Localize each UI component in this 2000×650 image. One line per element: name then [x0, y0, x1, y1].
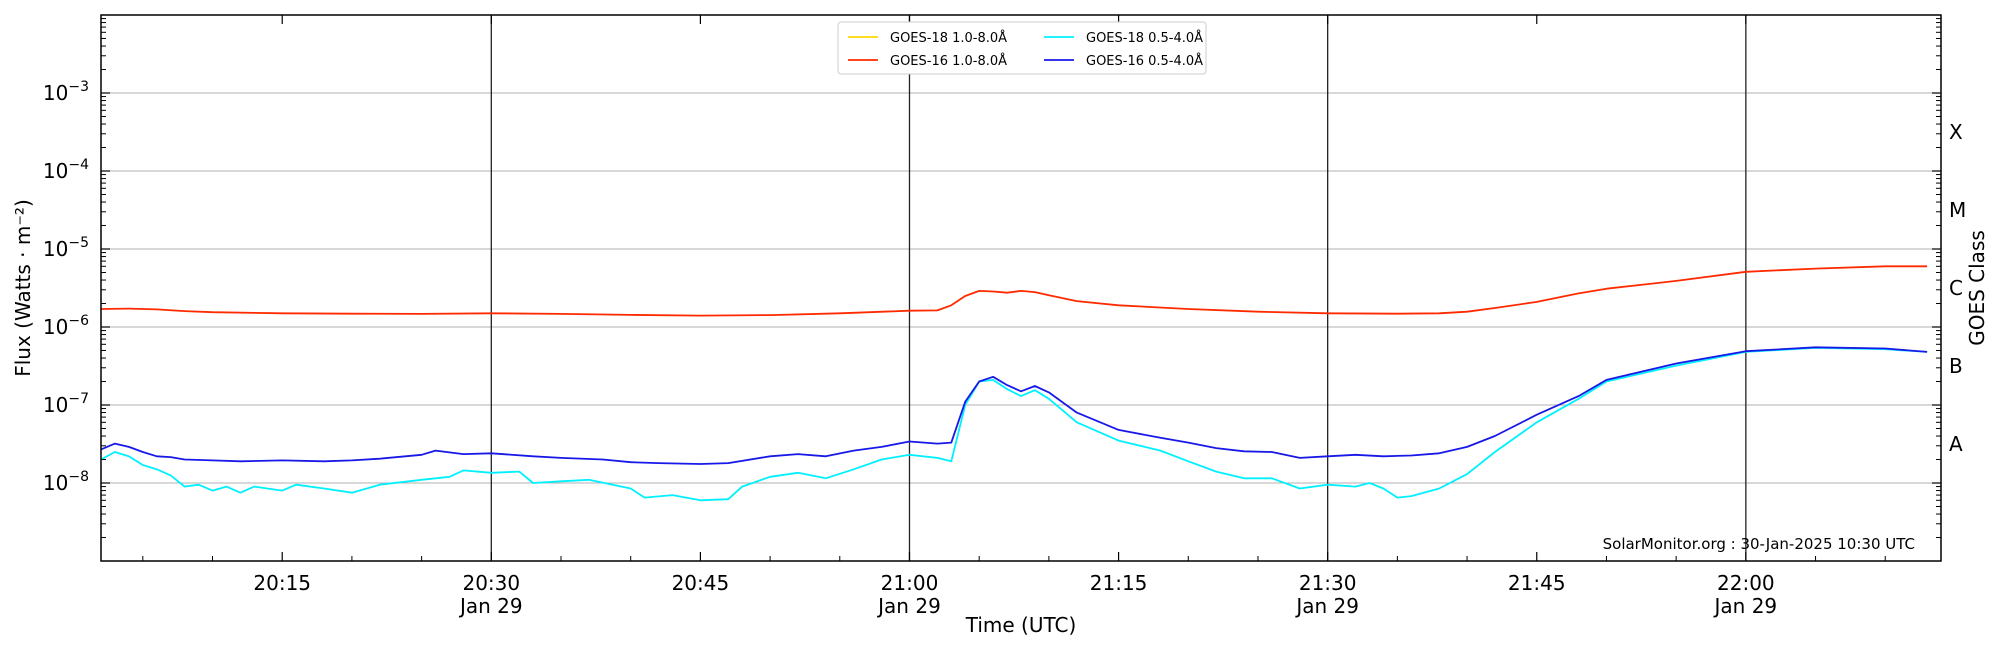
x-tick-date-label-1: Jan 29 [458, 594, 523, 618]
legend-label-3: GOES-16 0.5-4.0Å [1086, 53, 1203, 69]
goes-class-label-b: B [1949, 354, 1963, 378]
series-line-1 [100, 265, 1928, 317]
goes-class-label-c: C [1949, 276, 1963, 300]
y-tick-label-4: 10−4 [43, 157, 89, 183]
y-tick-label-0: 10−8 [43, 469, 89, 495]
x-tick-label-7: 22:00 [1717, 571, 1775, 595]
legend-label-1: GOES-16 1.0-8.0Å [890, 53, 1007, 69]
x-tick-label-6: 21:45 [1508, 571, 1566, 595]
legend-box [837, 21, 1207, 75]
goes-class-axis-title: GOES Class [1965, 230, 1989, 346]
series-lines [100, 265, 1928, 502]
plot-frame [100, 14, 1942, 562]
x-tick-label-1: 20:30 [462, 571, 520, 595]
x-tick-date-label-5: Jan 29 [1294, 594, 1359, 618]
x-tick-label-2: 20:45 [672, 571, 730, 595]
legend-label-0: GOES-18 1.0-8.0Å [890, 30, 1007, 46]
y-tick-label-3: 10−5 [43, 235, 89, 261]
grid-lines [101, 92, 1941, 484]
legend-label-2: GOES-18 0.5-4.0Å [1086, 30, 1203, 46]
y-axis-title: Flux (Watts · m⁻²) [11, 199, 35, 377]
series-line-3 [100, 346, 1928, 465]
x-axis-title: Time (UTC) [965, 613, 1077, 637]
day-marker-lines [490, 15, 1747, 561]
goes-class-label-x: X [1949, 120, 1963, 144]
x-tick-date-label-3: Jan 29 [876, 594, 941, 618]
x-tick-label-0: 20:15 [253, 571, 311, 595]
y-tick-label-1: 10−7 [43, 391, 89, 417]
series-line-2 [100, 347, 1928, 502]
credit-annotation: SolarMonitor.org : 30-Jan-2025 10:30 UTC [1603, 535, 1915, 553]
x-tick-label-5: 21:30 [1299, 571, 1357, 595]
x-tick-date-label-7: Jan 29 [1713, 594, 1778, 618]
axis-ticks [101, 15, 1941, 561]
goes-class-label-a: A [1949, 432, 1963, 456]
x-tick-label-3: 21:00 [881, 571, 939, 595]
goes-class-label-m: M [1949, 198, 1966, 222]
x-tick-label-4: 21:15 [1090, 571, 1148, 595]
y-tick-label-2: 10−6 [43, 313, 89, 339]
y-tick-label-5: 10−3 [43, 79, 89, 105]
legend: GOES-18 1.0-8.0Å GOES-16 1.0-8.0Å GOES-18 … [837, 21, 1207, 75]
